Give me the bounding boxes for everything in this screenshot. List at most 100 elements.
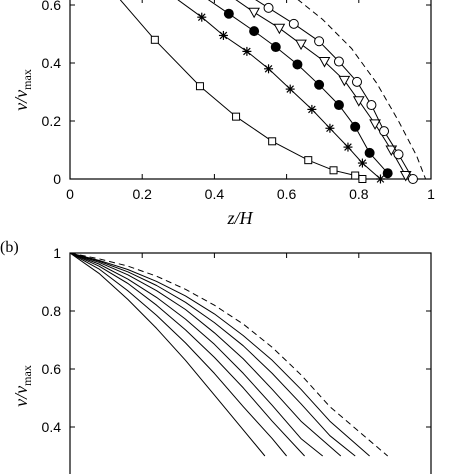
panel-a-y-ticks: 0 0.2 0.4 0.6	[42, 0, 431, 187]
triangle-down-marker	[399, 171, 412, 182]
panel-b-series-line	[69, 252, 305, 457]
panel-b-series-line	[69, 252, 287, 457]
panel-a-series-markers	[150, 35, 367, 183]
triangle-down-marker	[352, 96, 365, 107]
panel-a-series-markers	[197, 12, 385, 184]
filled-circle-marker	[382, 168, 393, 179]
square-marker	[329, 166, 338, 175]
panel-b-series-line	[69, 252, 266, 457]
panel-b-series-line	[69, 252, 324, 457]
filled-circle-marker	[292, 59, 303, 70]
square-marker	[150, 35, 159, 44]
star-marker	[218, 30, 228, 40]
panel-a-x-tick-label: 0.8	[349, 186, 369, 202]
square-marker	[268, 137, 277, 146]
panel-a-y-axis-label-sub: max	[20, 69, 34, 90]
star-marker-stroke	[243, 47, 251, 56]
star-marker	[357, 158, 367, 168]
panel-a-x-tick-label: 0.6	[277, 186, 297, 202]
panel-a-series-line	[177, 0, 381, 180]
open-circle-marker	[351, 76, 362, 87]
panel-b-y-tick-label: 0.8	[42, 303, 62, 319]
panel-a-series	[119, 0, 427, 184]
panel-a-series-markers	[223, 8, 393, 179]
panel-b-y-tick-label: 0.6	[42, 361, 62, 377]
open-circle-marker	[366, 100, 377, 111]
star-marker	[197, 12, 207, 22]
panel-b-frame	[69, 252, 432, 474]
panel-a-x-tick-label: 0.4	[205, 186, 225, 202]
star-marker-stroke	[376, 175, 385, 183]
panel-a-series-markers	[248, 7, 412, 182]
star-marker	[285, 84, 295, 94]
panel-a-series-line	[297, 0, 427, 180]
open-circle-marker	[314, 36, 325, 47]
panel-a-y-tick-label: 0.4	[42, 55, 62, 71]
triangle-down-marker	[369, 119, 381, 130]
filled-circle-marker	[350, 121, 361, 132]
panel-a-x-axis-label: z/H	[226, 208, 253, 228]
filled-circle-marker	[270, 42, 281, 53]
svg-text:v/vmax: v/vmax	[11, 69, 34, 111]
panel-b-y-axis-label-sub: max	[20, 365, 34, 386]
square-marker	[358, 175, 367, 183]
panel-a-y-axis-label: v/vmax	[11, 69, 34, 111]
square-marker	[195, 82, 204, 91]
open-circle-marker	[333, 56, 344, 67]
panel-a-y-tick-label: 0	[53, 171, 61, 187]
filled-circle-marker	[364, 147, 375, 158]
star-marker-stroke	[344, 143, 352, 151]
panel-b-series-line	[69, 252, 342, 457]
filled-circle-marker	[249, 26, 260, 37]
panel-b-series-line	[69, 252, 389, 457]
panel-b-series	[69, 252, 389, 457]
panel-b-y-ticks: 0.4 0.6 0.8 1	[42, 245, 432, 435]
panel-b-y-axis-label: v/vmax	[11, 365, 34, 407]
panel-b-y-tick-label: 1	[53, 245, 61, 261]
star-marker-stroke	[219, 31, 228, 40]
panel-a-x-tick-label: 0.2	[132, 186, 152, 202]
open-circle-marker	[407, 174, 418, 184]
triangle-down-marker	[318, 57, 331, 68]
star-marker	[325, 123, 335, 133]
panel-a-frame	[69, 0, 432, 180]
panel-a: 0 0.2 0.4 0.6 0.8 1 0 0.2 0.4 0.6 z/H v/vmax	[11, 0, 435, 228]
open-circle-marker	[379, 126, 390, 137]
panel-b-series-line	[69, 252, 356, 457]
panel-a-y-tick-label: 0.6	[42, 0, 62, 13]
triangle-down-marker	[385, 145, 398, 157]
open-circle-marker	[288, 18, 299, 29]
star-marker	[375, 174, 385, 184]
panel-a-x-tick-label: 0	[66, 186, 74, 202]
panel-a-series-markers	[263, 2, 418, 184]
star-marker	[242, 46, 252, 56]
triangle-down-marker	[248, 7, 260, 19]
star-marker-stroke	[358, 159, 367, 167]
panel-b: (b) 0.4 0.6 0.8 1 v/vmax	[0, 239, 432, 474]
filled-circle-marker	[314, 79, 325, 90]
star-marker-stroke	[264, 65, 273, 73]
triangle-down-marker	[295, 39, 307, 51]
filled-circle-marker	[223, 8, 234, 19]
panel-a-y-tick-label: 0.2	[42, 113, 62, 129]
star-marker	[307, 104, 317, 114]
square-marker	[232, 112, 241, 121]
triangle-down-marker	[338, 75, 351, 87]
triangle-down-marker	[273, 23, 286, 35]
square-marker	[351, 171, 360, 180]
open-circle-marker	[393, 149, 404, 160]
panel-b-y-axis-label-main: v/v	[11, 386, 31, 407]
open-circle-marker	[263, 2, 274, 13]
star-marker-stroke	[286, 85, 295, 93]
panel-a-y-axis-label-main: v/v	[11, 90, 31, 111]
filled-circle-marker	[333, 100, 344, 111]
star-marker-stroke	[326, 124, 334, 133]
star-marker	[264, 64, 274, 74]
panel-b-label: (b)	[0, 239, 19, 256]
star-marker-stroke	[197, 13, 206, 21]
panel-b-series-line	[69, 252, 370, 457]
star-marker	[343, 142, 353, 152]
panel-a-series-line	[235, 0, 407, 176]
panel-a-series-line	[119, 0, 363, 180]
